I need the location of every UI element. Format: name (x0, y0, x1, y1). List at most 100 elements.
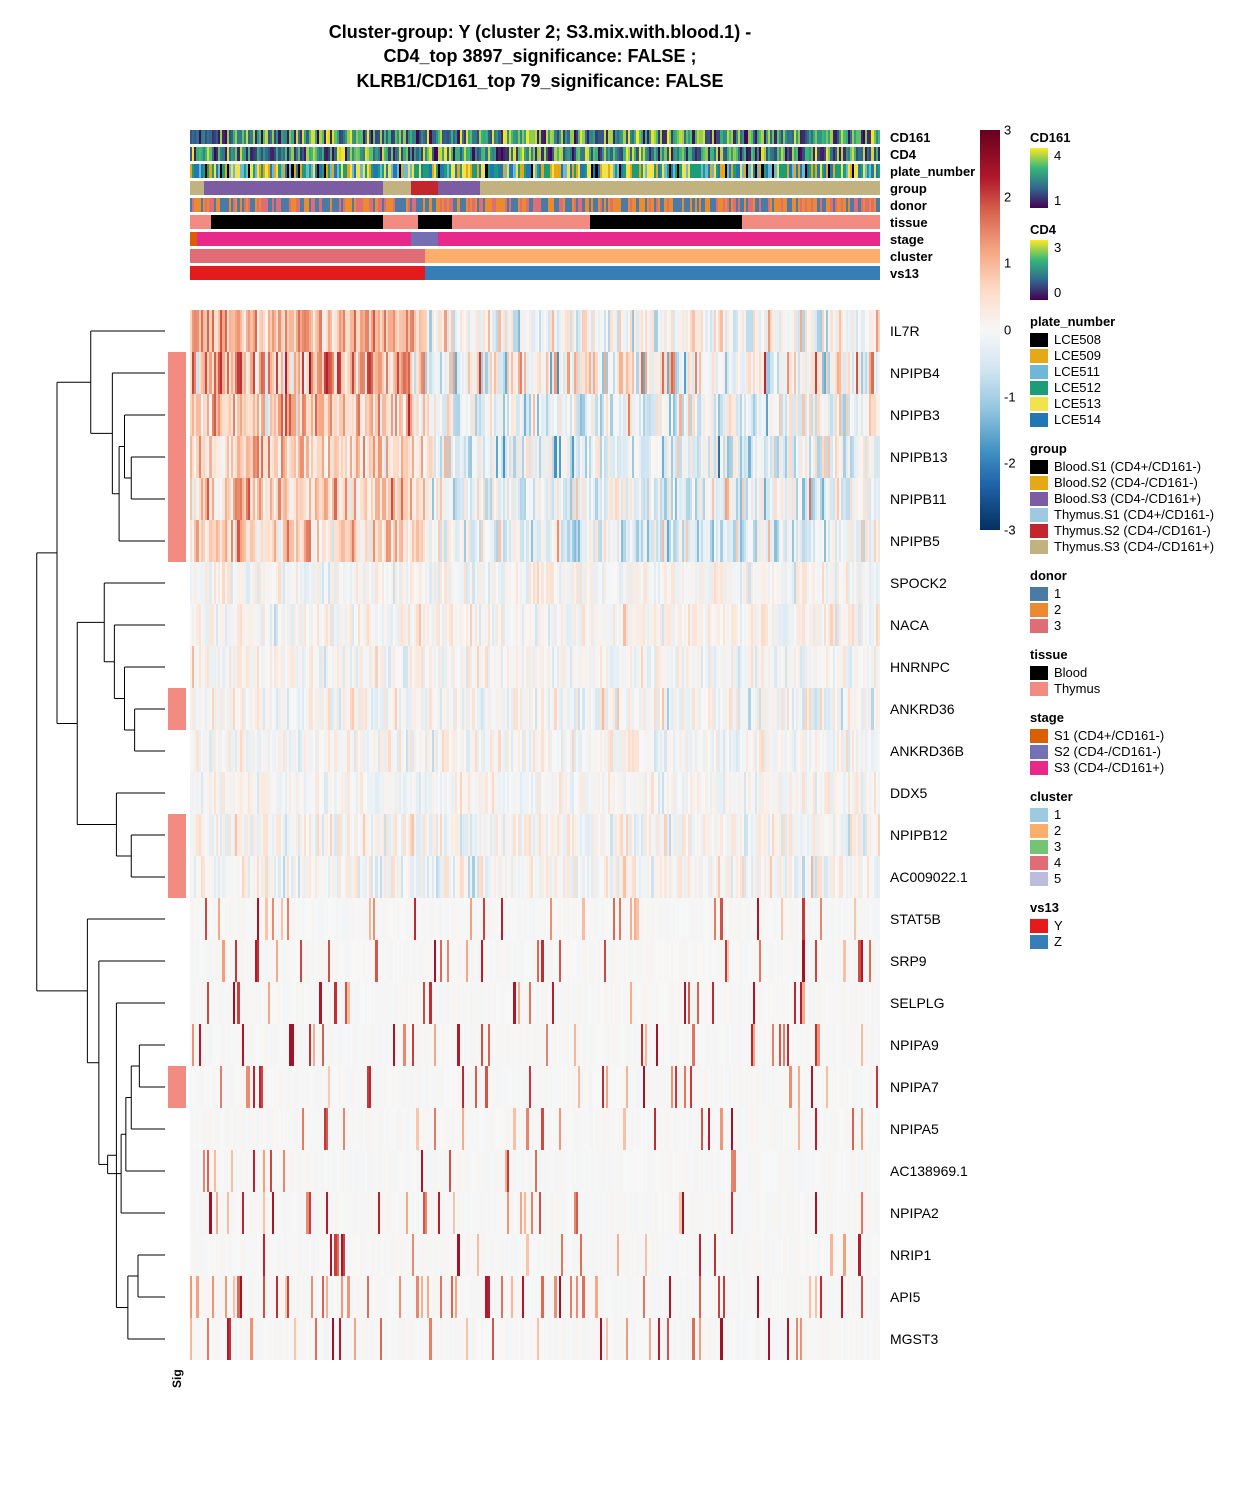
colorbar-tick: -1 (1004, 389, 1016, 404)
gene-row-label: NPIPB11 (890, 491, 947, 507)
annotation-label: group (890, 181, 927, 196)
legend-item: Thymus (1030, 681, 1220, 696)
colorbar-tick: -3 (1004, 523, 1016, 538)
heatmap-row: NPIPB11 (190, 478, 880, 520)
heatmap-row: NPIPB5 (190, 520, 880, 562)
annotation-track-CD4: CD4 (190, 147, 880, 161)
legend-item: S1 (CD4+/CD161-) (1030, 728, 1220, 743)
legend-item: Thymus.S2 (CD4-/CD161-) (1030, 523, 1220, 538)
gene-row-label: STAT5B (890, 911, 941, 927)
legend-item: 5 (1030, 871, 1220, 886)
legend-item: LCE509 (1030, 348, 1220, 363)
sig-label: Sig (170, 1369, 184, 1388)
legend-stage: stageS1 (CD4+/CD161-)S2 (CD4-/CD161-)S3 … (1030, 710, 1220, 775)
annotation-label: CD4 (890, 147, 916, 162)
colorbar-tick: 3 (1004, 123, 1011, 138)
heatmap-row: AC138969.1 (190, 1150, 880, 1192)
row-dendrogram (30, 310, 165, 1365)
annotation-track-vs13: vs13 (190, 266, 880, 280)
legend-title: tissue (1030, 647, 1220, 662)
gene-row-label: NPIPA2 (890, 1205, 939, 1221)
heatmap-row: MGST3 (190, 1318, 880, 1360)
annotation-label: tissue (890, 215, 928, 230)
heatmap-row: NACA (190, 604, 880, 646)
annotation-label: CD161 (890, 130, 930, 145)
heatmap-row: IL7R (190, 310, 880, 352)
column-annotation-tracks: CD161CD4plate_numbergroupdonortissuestag… (190, 130, 880, 283)
legend-item: Thymus.S1 (CD4+/CD161-) (1030, 507, 1220, 522)
annotation-label: donor (890, 198, 927, 213)
colorbar-tick: 2 (1004, 189, 1011, 204)
gene-row-label: NRIP1 (890, 1247, 931, 1263)
heatmap-row: NPIPB4 (190, 352, 880, 394)
heatmap-row: NPIPA2 (190, 1192, 880, 1234)
legend-group: group Blood.S1 (CD4+/CD161-)Blood.S2 (CD4… (1030, 441, 1220, 554)
gene-row-label: SRP9 (890, 953, 927, 969)
annotation-label: stage (890, 232, 924, 247)
colorbar-tick: 1 (1004, 256, 1011, 271)
legend-title: donor (1030, 568, 1220, 583)
legend-item: 1 (1030, 807, 1220, 822)
legend-item: Blood.S2 (CD4-/CD161-) (1030, 475, 1220, 490)
main-colorbar: 3210-1-2-3 (980, 130, 1000, 530)
heatmap-row: NPIPB3 (190, 394, 880, 436)
heatmap-row: NPIPA5 (190, 1108, 880, 1150)
legend-title: CD161 (1030, 130, 1220, 145)
heatmap-row: SELPLG (190, 982, 880, 1024)
figure-title: Cluster-group: Y (cluster 2; S3.mix.with… (160, 20, 920, 93)
legend-item: 4 (1030, 855, 1220, 870)
legend-title: plate_number (1030, 314, 1220, 329)
legend-item: 3 (1030, 839, 1220, 854)
heatmap-row: SPOCK2 (190, 562, 880, 604)
legend-cluster: cluster 12345 (1030, 789, 1220, 886)
heatmap-row: HNRNPC (190, 646, 880, 688)
sig-block (168, 856, 186, 898)
legend-item: 3 (1030, 618, 1220, 633)
annotation-track-plate_number: plate_number (190, 164, 880, 178)
gene-row-label: NPIPB13 (890, 449, 948, 465)
heatmap-row: API5 (190, 1276, 880, 1318)
legend-item: LCE514 (1030, 412, 1220, 427)
sig-block (168, 814, 186, 856)
gene-row-label: AC009022.1 (890, 869, 968, 885)
annotation-label: plate_number (890, 164, 975, 179)
gene-row-label: NPIPB12 (890, 827, 948, 843)
heatmap-row: ANKRD36 (190, 688, 880, 730)
legend-panel: CD16141CD430plate_numberLCE508LCE509LCE5… (1030, 130, 1220, 963)
legend-CD161: CD16141 (1030, 130, 1220, 208)
sig-block (168, 352, 186, 394)
legend-item: Y (1030, 918, 1220, 933)
heatmap-row: NPIPA7 (190, 1066, 880, 1108)
gene-row-label: ANKRD36 (890, 701, 955, 717)
legend-item: LCE513 (1030, 396, 1220, 411)
annotation-track-CD161: CD161 (190, 130, 880, 144)
sig-block (168, 394, 186, 436)
annotation-label: cluster (890, 249, 933, 264)
annotation-track-cluster: cluster (190, 249, 880, 263)
legend-item: S2 (CD4-/CD161-) (1030, 744, 1220, 759)
colorbar-tick: 0 (1004, 323, 1011, 338)
gene-row-label: NPIPB5 (890, 533, 940, 549)
gene-row-label: AC138969.1 (890, 1163, 968, 1179)
legend-item: LCE512 (1030, 380, 1220, 395)
gene-row-label: DDX5 (890, 785, 927, 801)
gene-row-label: NACA (890, 617, 929, 633)
legend-item: Blood.S1 (CD4+/CD161-) (1030, 459, 1220, 474)
gene-row-label: NPIPA9 (890, 1037, 939, 1053)
legend-title: cluster (1030, 789, 1220, 804)
gene-row-label: HNRNPC (890, 659, 950, 675)
annotation-track-donor: donor (190, 198, 880, 212)
sig-block (168, 436, 186, 478)
gene-row-label: ANKRD36B (890, 743, 964, 759)
gene-row-label: NPIPA7 (890, 1079, 939, 1095)
sig-block (168, 688, 186, 730)
heatmap-row: NPIPA9 (190, 1024, 880, 1066)
legend-item: S3 (CD4-/CD161+) (1030, 760, 1220, 775)
sig-block (168, 478, 186, 520)
legend-title: group (1030, 441, 1220, 456)
legend-vs13: vs13YZ (1030, 900, 1220, 949)
legend-tissue: tissueBloodThymus (1030, 647, 1220, 696)
legend-item: 1 (1030, 586, 1220, 601)
annotation-label: vs13 (890, 266, 919, 281)
legend-item: 2 (1030, 823, 1220, 838)
